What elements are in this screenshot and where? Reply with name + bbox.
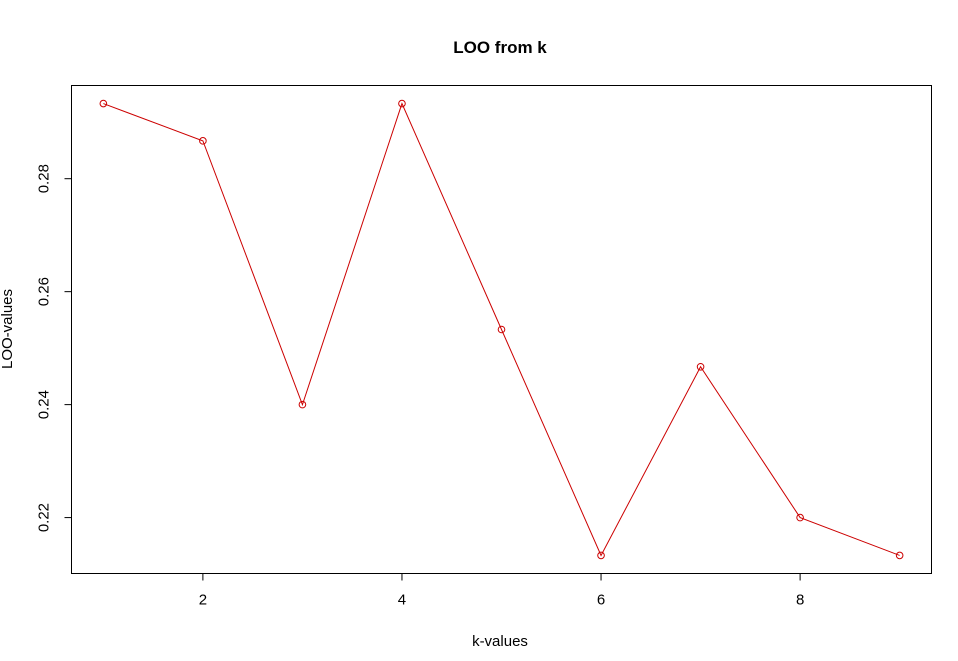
plot-frame	[71, 85, 932, 574]
x-axis-label: k-values	[472, 633, 528, 650]
data-point	[199, 137, 207, 145]
x-tick-label: 2	[199, 592, 207, 609]
series-layer	[99, 99, 904, 560]
data-point	[696, 362, 705, 371]
data-point	[597, 551, 605, 560]
chart-title: LOO from k	[453, 38, 547, 57]
data-point	[99, 99, 108, 108]
series-line	[103, 102, 900, 557]
data-point	[895, 551, 904, 560]
y-tick-label: 0.24	[36, 390, 53, 419]
x-tick-label: 6	[597, 592, 605, 609]
y-tick-label: 0.26	[36, 277, 53, 306]
x-tick-label: 8	[796, 592, 804, 609]
y-tick-label: 0.28	[36, 164, 53, 193]
x-axis: 2 4 6 8	[199, 573, 804, 609]
data-point	[497, 325, 506, 334]
y-axis: 0.22 0.24 0.26 0.28	[36, 164, 72, 532]
data-point	[796, 513, 804, 522]
data-point	[398, 99, 406, 108]
y-axis-label: LOO-values	[0, 289, 16, 369]
y-tick-label: 0.22	[36, 503, 53, 532]
data-point	[298, 400, 307, 409]
x-tick-label: 4	[398, 592, 406, 609]
